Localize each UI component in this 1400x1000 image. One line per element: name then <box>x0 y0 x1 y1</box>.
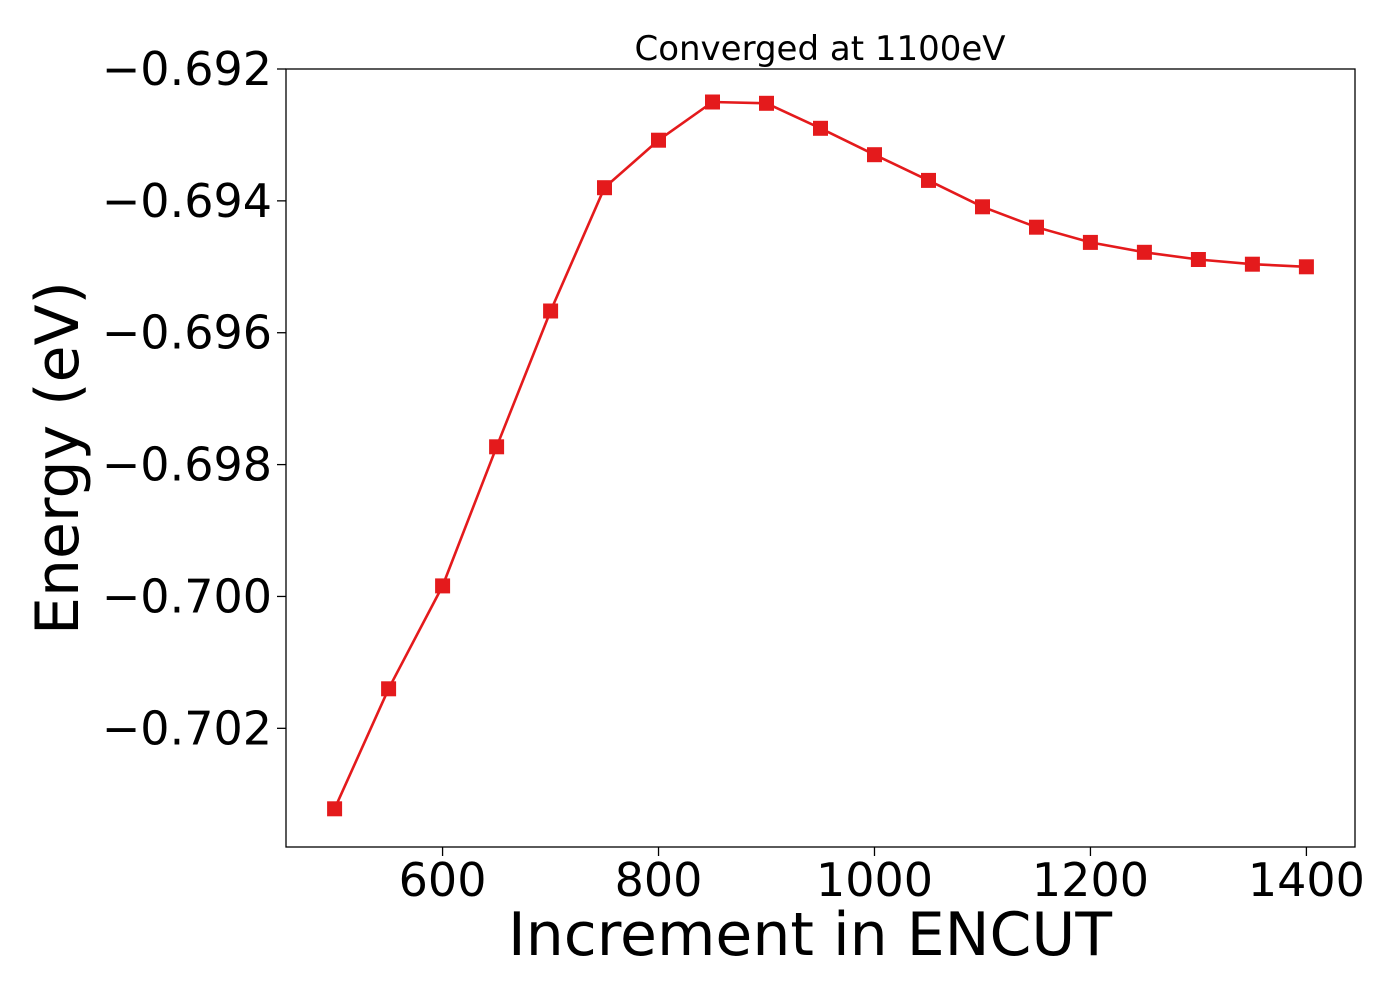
data-point-marker <box>1082 234 1098 250</box>
plot-area <box>327 94 1314 817</box>
data-point-marker <box>435 578 451 594</box>
data-point-marker <box>651 132 666 148</box>
x-axis: 600 800 1000 1200 1400 <box>399 847 1365 907</box>
chart-title: Converged at 1100eV <box>634 29 1005 69</box>
y-axis: −0.692 −0.694 −0.696 −0.698 −0.700 −0.702 <box>102 42 286 755</box>
y-tick-label: −0.702 <box>102 701 272 755</box>
x-axis-label: Increment in ENCUT <box>508 900 1112 970</box>
data-point-marker <box>1029 219 1044 235</box>
x-tick-label: 1200 <box>1032 853 1149 907</box>
y-tick-label: −0.698 <box>102 438 272 492</box>
data-point-marker <box>813 120 828 136</box>
data-point-marker <box>1298 259 1314 275</box>
series-line <box>333 100 1307 810</box>
y-axis-label: Energy (eV) <box>23 281 93 635</box>
x-tick-label: 600 <box>399 853 487 907</box>
data-point-marker <box>1244 256 1260 272</box>
data-point-marker <box>1136 244 1152 260</box>
data-point-marker <box>1190 252 1206 267</box>
data-point-marker <box>867 147 882 163</box>
y-tick-label: −0.696 <box>102 306 272 360</box>
x-tick-label: 1000 <box>816 853 933 907</box>
y-tick-label: −0.700 <box>102 569 272 623</box>
data-point-marker <box>327 801 343 817</box>
data-point-marker <box>543 303 559 319</box>
data-point-marker <box>489 439 505 455</box>
data-point-marker <box>381 681 397 697</box>
y-tick-label: −0.694 <box>102 174 272 228</box>
data-point-marker <box>921 172 936 188</box>
data-point-marker <box>975 199 990 215</box>
x-tick-label: 1400 <box>1248 853 1365 907</box>
data-point-marker <box>597 180 612 196</box>
y-tick-label: −0.692 <box>102 42 272 96</box>
data-point-marker <box>759 95 774 111</box>
plot-frame <box>285 68 1356 848</box>
data-point-marker <box>705 94 720 110</box>
x-tick-label: 800 <box>615 853 703 907</box>
